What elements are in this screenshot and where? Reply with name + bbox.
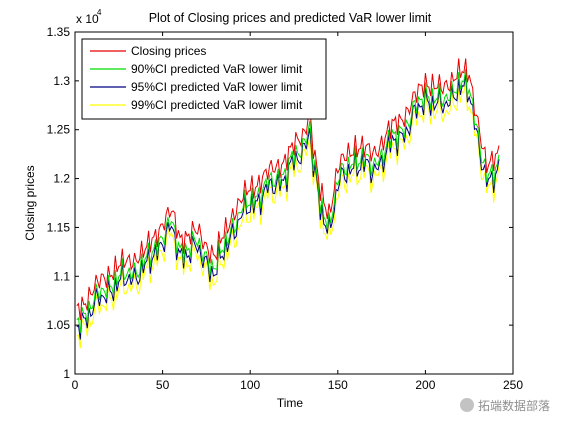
x-tick-label: 100	[240, 378, 260, 392]
chart-title: Plot of Closing prices and predicted VaR…	[149, 11, 432, 25]
series-line	[76, 69, 500, 334]
legend-label: 99%CI predicted VaR lower limit	[131, 98, 303, 112]
wechat-icon	[459, 398, 474, 412]
legend-box	[81, 38, 327, 120]
y-tick-label: 1.05	[47, 318, 71, 332]
x-tick-label: 0	[72, 378, 79, 392]
ticks-layer: 0 50 100 150 200 250 1 1.05 1.1 1.15 1.2 1.25 1.3 1.3…	[47, 25, 524, 392]
watermark: 拓端数据部落	[459, 397, 550, 414]
legend: Closing prices 90%CI predicted VaR lower …	[81, 38, 327, 120]
y-tick-label: 1.1	[53, 269, 70, 283]
y-tick-label: 1.25	[47, 123, 71, 137]
x-tick-label: 150	[328, 378, 348, 392]
y-axis-label: Closing prices	[23, 165, 37, 240]
y-tick-label: 1.15	[47, 220, 71, 234]
x-tick-label: 250	[503, 378, 523, 392]
x-axis-label: Time	[277, 396, 304, 410]
legend-label: 90%CI predicted VaR lower limit	[131, 62, 303, 76]
watermark-text: 拓端数据部落	[477, 399, 550, 413]
legend-label: 95%CI predicted VaR lower limit	[131, 80, 303, 94]
legend-label: Closing prices	[131, 44, 206, 58]
y-tick-label: 1.35	[47, 25, 71, 39]
y-tick-label: 1.3	[53, 74, 70, 88]
x-tick-label: 200	[415, 378, 435, 392]
series-line	[76, 81, 500, 349]
series-layer	[76, 58, 500, 349]
legend-items: Closing prices 90%CI predicted VaR lower …	[90, 44, 303, 112]
y-tick-label: 1	[63, 367, 70, 381]
y-multiplier-exponent: 4	[97, 8, 102, 17]
y-tick-label: 1.2	[53, 172, 70, 186]
y-multiplier-label: x 10	[76, 12, 99, 26]
series-line	[76, 58, 500, 321]
x-tick-label: 50	[156, 378, 170, 392]
